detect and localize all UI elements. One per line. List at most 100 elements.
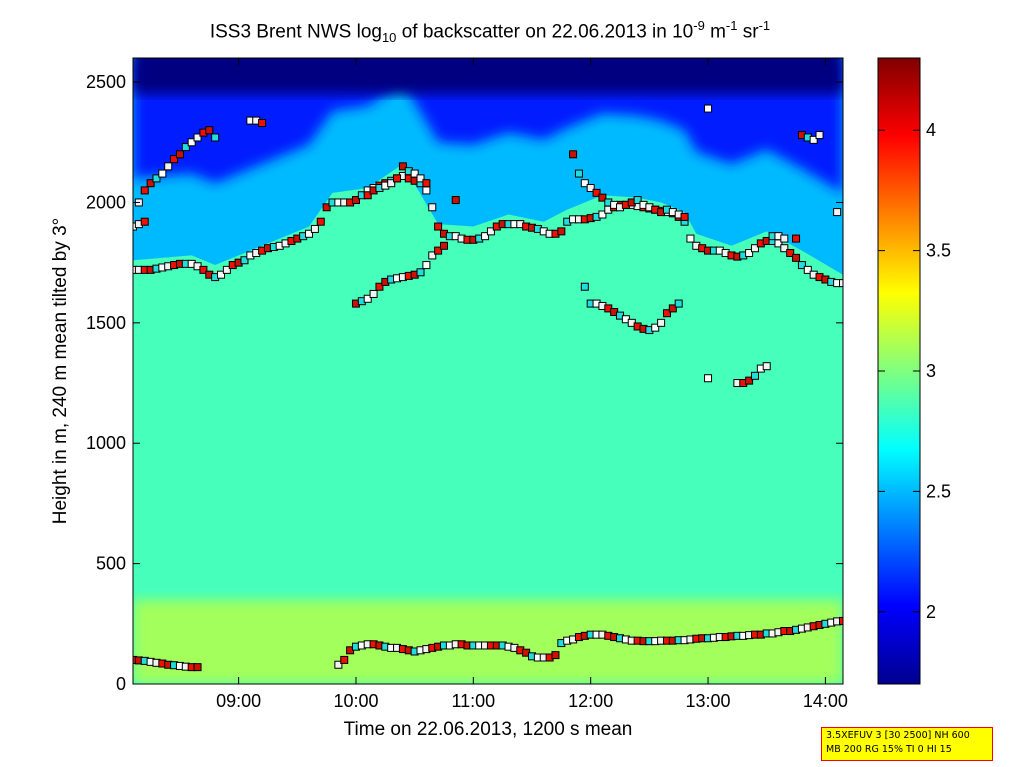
data-point	[393, 174, 402, 183]
data-point	[146, 179, 155, 188]
y-axis: 0 500 1000 1500 2000 2500	[86, 72, 843, 694]
data-point	[422, 186, 431, 195]
data-point	[674, 299, 683, 308]
info-line-2: MB 200 RG 15% TI 0 HI 15	[826, 744, 952, 755]
title-unit-m: m	[704, 21, 726, 43]
field-sky-above	[133, 58, 843, 95]
heatmap-field	[133, 58, 843, 684]
data-point	[240, 256, 249, 265]
data-point	[316, 217, 325, 226]
data-point	[586, 184, 595, 193]
data-point	[481, 232, 490, 241]
data-point	[217, 270, 226, 279]
data-point	[351, 196, 360, 205]
colorbar: 2 2.5 3 3.5 4	[877, 57, 951, 685]
colorbar-tick-label: 2	[926, 602, 936, 622]
x-tick-label: 12:00	[568, 691, 613, 711]
data-point	[434, 246, 443, 255]
chart-title: ISS3 Brent NWS log10 of backscatter on 2…	[0, 8, 980, 56]
data-point	[340, 655, 349, 664]
data-point	[416, 268, 425, 277]
x-tick-label: 14:00	[803, 691, 848, 711]
title-unit-sr: sr	[737, 21, 759, 43]
data-point	[310, 224, 319, 233]
data-point	[750, 244, 759, 253]
data-point	[797, 261, 806, 270]
data-point	[398, 162, 407, 171]
data-point	[410, 169, 419, 178]
y-axis-label: Height in m, 240 m mean tilted by 3°	[50, 218, 71, 524]
data-point	[633, 196, 642, 205]
data-point	[792, 234, 801, 243]
data-point	[598, 193, 607, 202]
data-point	[140, 186, 149, 195]
data-point	[322, 203, 331, 212]
data-point	[815, 131, 824, 140]
data-point	[199, 265, 208, 274]
data-point	[422, 179, 431, 188]
y-tick-label: 1500	[86, 313, 126, 333]
y-tick-label: 1000	[86, 433, 126, 453]
plot-frame	[132, 57, 844, 685]
data-point	[704, 104, 713, 113]
y-tick-label: 2000	[86, 192, 126, 212]
data-point	[762, 362, 771, 371]
data-point	[187, 138, 196, 147]
data-point	[745, 249, 754, 258]
data-point	[833, 208, 842, 217]
data-point	[140, 217, 149, 226]
x-tick-label: 13:00	[686, 691, 731, 711]
y-tick-label: 0	[116, 674, 126, 694]
data-point	[152, 174, 161, 183]
data-point	[780, 234, 789, 243]
title-superscript-2: -1	[725, 18, 738, 33]
data-point	[750, 371, 759, 380]
x-tick-label: 10:00	[333, 691, 378, 711]
data-point	[580, 282, 589, 291]
data-point	[363, 191, 372, 200]
data-point	[369, 289, 378, 298]
data-point	[557, 227, 566, 236]
colorbar-ticks: 2 2.5 3 3.5 4	[878, 120, 951, 622]
x-tick-label: 11:00	[451, 691, 495, 711]
y-tick-label: 2500	[86, 72, 126, 92]
data-point	[451, 196, 460, 205]
data-point	[222, 265, 231, 274]
data-point	[704, 374, 713, 383]
data-point	[164, 162, 173, 171]
data-point	[416, 174, 425, 183]
data-point	[158, 169, 167, 178]
colorbar-tick-label: 4	[926, 120, 936, 140]
data-point	[745, 376, 754, 385]
title-subscript: 10	[381, 30, 397, 46]
colorbar-tick-label: 2.5	[926, 481, 951, 501]
colorbar-tick-label: 3	[926, 361, 936, 381]
data-point	[175, 150, 184, 159]
data-point	[651, 323, 660, 332]
data-point	[809, 135, 818, 144]
x-axis: 09:00 10:00 11:00 12:00 13:00 14:00	[216, 58, 848, 711]
title-superscript-1: -9	[693, 18, 705, 33]
data-point	[803, 265, 812, 274]
data-point	[792, 253, 801, 262]
data-point	[334, 660, 343, 669]
data-point	[428, 203, 437, 212]
data-point	[839, 616, 843, 625]
data-point	[387, 179, 396, 188]
data-point	[205, 126, 214, 135]
data-point	[170, 155, 179, 164]
data-point	[363, 294, 372, 303]
data-point	[375, 282, 384, 291]
data-point	[551, 651, 560, 660]
data-point	[680, 212, 689, 221]
data-point	[786, 249, 795, 258]
data-point	[422, 261, 431, 270]
y-tick-label: 500	[96, 554, 126, 574]
data-point	[580, 179, 589, 188]
data-point	[181, 143, 190, 152]
data-point	[592, 188, 601, 197]
data-point	[439, 241, 448, 250]
title-text-2: of backscatter on 22.06.2013 in 10	[396, 21, 694, 43]
data-point	[780, 244, 789, 253]
